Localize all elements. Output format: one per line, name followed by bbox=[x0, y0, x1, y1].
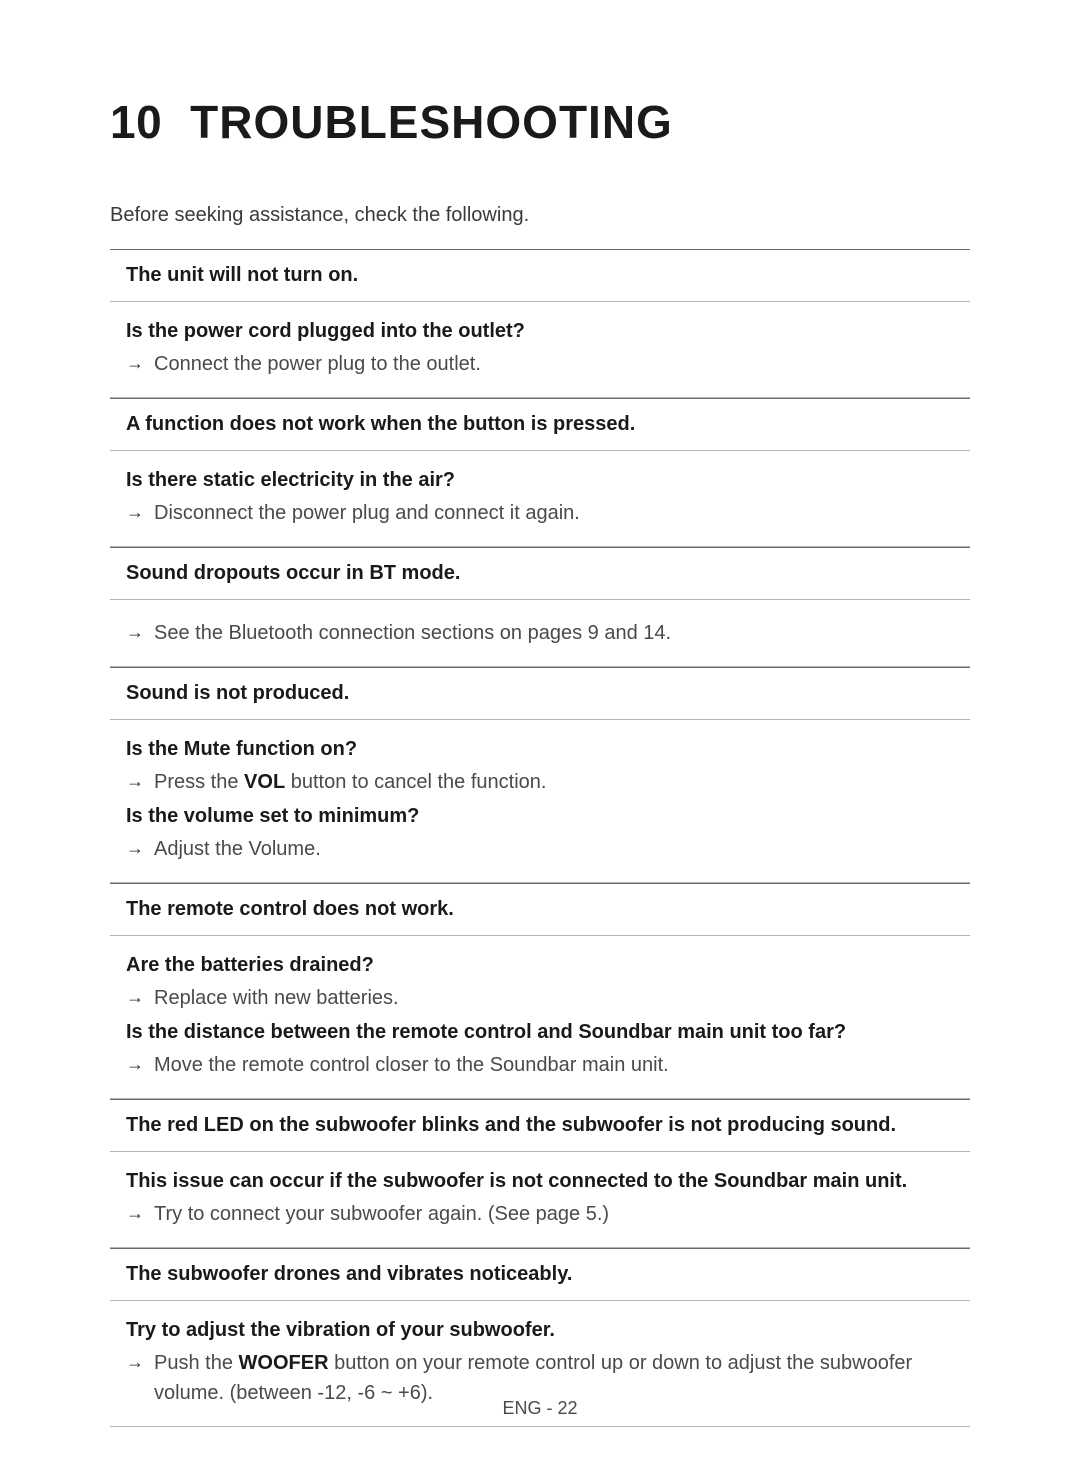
section-header: The subwoofer drones and vibrates notice… bbox=[110, 1249, 970, 1301]
answer-post: Connect the power plug to the outlet. bbox=[154, 353, 481, 375]
answer-bold: WOOFER bbox=[239, 1352, 329, 1374]
qa-group: Is the volume set to minimum? → Adjust the… bbox=[126, 805, 970, 864]
answer-pre: Press the bbox=[154, 771, 244, 793]
answer-text: Press the VOL button to cancel the funct… bbox=[154, 767, 546, 797]
qa-group: Is the Mute function on? → Press the VOL b… bbox=[126, 738, 970, 797]
answer-text: See the Bluetooth connection sections on… bbox=[154, 618, 671, 648]
answer-row: → Try to connect your subwoofer again. (S… bbox=[126, 1199, 970, 1229]
answer-bold: VOL bbox=[244, 771, 285, 793]
section-header: Sound is not produced. bbox=[110, 668, 970, 720]
section-header: The unit will not turn on. bbox=[110, 250, 970, 302]
page-footer: ENG - 22 bbox=[0, 1398, 1080, 1419]
answer-post: Try to connect your subwoofer again. (Se… bbox=[154, 1203, 609, 1225]
arrow-right-icon: → bbox=[126, 769, 144, 794]
troubleshooting-section: The unit will not turn on. Is the power c… bbox=[110, 249, 970, 398]
answer-text: Connect the power plug to the outlet. bbox=[154, 349, 481, 379]
chapter-number: 10 bbox=[110, 95, 162, 149]
qa-group: Is the distance between the remote contr… bbox=[126, 1021, 970, 1080]
question-text: Try to adjust the vibration of your subw… bbox=[126, 1319, 970, 1342]
arrow-right-icon: → bbox=[126, 1052, 144, 1077]
question-text: Are the batteries drained? bbox=[126, 954, 970, 977]
question-text: Is the volume set to minimum? bbox=[126, 805, 970, 828]
answer-row: → Connect the power plug to the outlet. bbox=[126, 349, 970, 379]
answer-row: → Press the VOL button to cancel the func… bbox=[126, 767, 970, 797]
answer-post: See the Bluetooth connection sections on… bbox=[154, 622, 671, 644]
section-header: The remote control does not work. bbox=[110, 884, 970, 936]
answer-post: Move the remote control closer to the So… bbox=[154, 1054, 669, 1076]
question-text: Is the distance between the remote contr… bbox=[126, 1021, 970, 1044]
troubleshooting-section: A function does not work when the button… bbox=[110, 398, 970, 547]
troubleshooting-section: Sound dropouts occur in BT mode. → See the… bbox=[110, 547, 970, 667]
arrow-right-icon: → bbox=[126, 985, 144, 1010]
arrow-right-icon: → bbox=[126, 620, 144, 645]
arrow-right-icon: → bbox=[126, 836, 144, 861]
answer-row: → Replace with new batteries. bbox=[126, 983, 970, 1013]
troubleshooting-section: The remote control does not work. Are the… bbox=[110, 883, 970, 1099]
section-body: This issue can occur if the subwoofer is… bbox=[110, 1152, 970, 1248]
section-body: Is there static electricity in the air? →… bbox=[110, 451, 970, 547]
qa-group: Try to adjust the vibration of your subw… bbox=[126, 1319, 970, 1408]
troubleshooting-section: The red LED on the subwoofer blinks and … bbox=[110, 1099, 970, 1248]
section-header: A function does not work when the button… bbox=[110, 399, 970, 451]
section-body: Are the batteries drained? → Replace with … bbox=[110, 936, 970, 1099]
qa-group: This issue can occur if the subwoofer is… bbox=[126, 1170, 970, 1229]
section-body: Is the power cord plugged into the outle… bbox=[110, 302, 970, 398]
section-header: Sound dropouts occur in BT mode. bbox=[110, 548, 970, 600]
answer-text: Adjust the Volume. bbox=[154, 834, 321, 864]
section-body: → See the Bluetooth connection sections o… bbox=[110, 600, 970, 667]
answer-pre: Push the bbox=[154, 1352, 239, 1374]
section-body: Is the Mute function on? → Press the VOL b… bbox=[110, 720, 970, 883]
troubleshooting-section: Sound is not produced. Is the Mute functi… bbox=[110, 667, 970, 883]
answer-row: → See the Bluetooth connection sections o… bbox=[126, 618, 970, 648]
answer-post: Adjust the Volume. bbox=[154, 838, 321, 860]
answer-text: Move the remote control closer to the So… bbox=[154, 1050, 669, 1080]
answer-post: Disconnect the power plug and connect it… bbox=[154, 502, 580, 524]
qa-group: Is there static electricity in the air? →… bbox=[126, 469, 970, 528]
answer-row: → Adjust the Volume. bbox=[126, 834, 970, 864]
qa-group: Is the power cord plugged into the outle… bbox=[126, 320, 970, 379]
answer-text: Try to connect your subwoofer again. (Se… bbox=[154, 1199, 609, 1229]
answer-row: → Move the remote control closer to the S… bbox=[126, 1050, 970, 1080]
qa-group: → See the Bluetooth connection sections o… bbox=[126, 618, 970, 648]
chapter-title: TROUBLESHOOTING bbox=[190, 95, 673, 149]
question-text: Is there static electricity in the air? bbox=[126, 469, 970, 492]
answer-post: button to cancel the function. bbox=[285, 771, 546, 793]
arrow-right-icon: → bbox=[126, 1201, 144, 1226]
qa-group: Are the batteries drained? → Replace with … bbox=[126, 954, 970, 1013]
arrow-right-icon: → bbox=[126, 351, 144, 376]
sections-container: The unit will not turn on. Is the power c… bbox=[110, 249, 970, 1427]
section-header: The red LED on the subwoofer blinks and … bbox=[110, 1100, 970, 1152]
arrow-right-icon: → bbox=[126, 500, 144, 525]
answer-post: Replace with new batteries. bbox=[154, 987, 399, 1009]
question-text: Is the Mute function on? bbox=[126, 738, 970, 761]
question-text: Is the power cord plugged into the outle… bbox=[126, 320, 970, 343]
question-text: This issue can occur if the subwoofer is… bbox=[126, 1170, 970, 1193]
answer-row: → Disconnect the power plug and connect i… bbox=[126, 498, 970, 528]
answer-text: Replace with new batteries. bbox=[154, 983, 399, 1013]
intro-text: Before seeking assistance, check the fol… bbox=[110, 204, 970, 227]
arrow-right-icon: → bbox=[126, 1350, 144, 1375]
answer-text: Disconnect the power plug and connect it… bbox=[154, 498, 580, 528]
chapter-heading: 10 TROUBLESHOOTING bbox=[110, 95, 970, 149]
